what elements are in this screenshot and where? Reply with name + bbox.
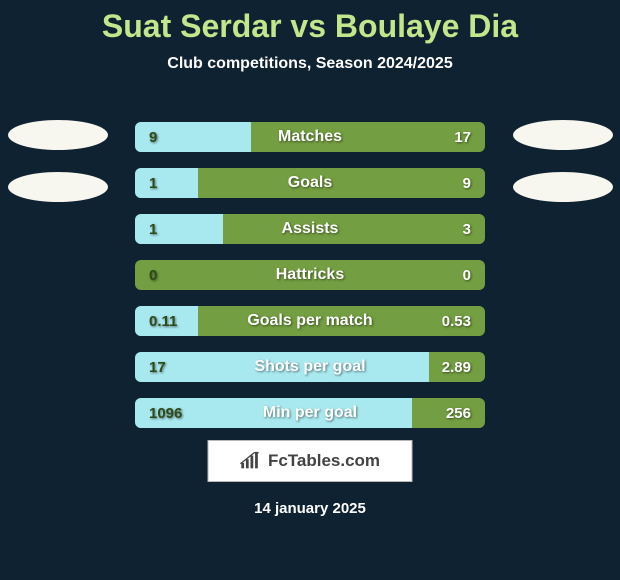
left-player-badges — [5, 120, 110, 202]
player-badge-oval — [8, 120, 108, 150]
player-badge-oval — [8, 172, 108, 202]
stat-value-right: 3 — [463, 214, 471, 244]
stat-value-left: 1 — [149, 214, 157, 244]
stat-bar: Goals1 9 — [135, 168, 485, 198]
chart-icon — [240, 451, 262, 471]
stat-value-left: 9 — [149, 122, 157, 152]
stat-value-right: 2.89 — [442, 352, 471, 382]
stat-label: Matches — [135, 122, 485, 152]
page-title: Suat Serdar vs Boulaye Dia — [0, 0, 620, 45]
stat-label: Min per goal — [135, 398, 485, 428]
stat-value-right: 0.53 — [442, 306, 471, 336]
stat-value-right: 9 — [463, 168, 471, 198]
stat-value-right: 256 — [446, 398, 471, 428]
comparison-infographic: Suat Serdar vs Boulaye Dia Club competit… — [0, 0, 620, 580]
right-player-badges — [510, 120, 615, 202]
stat-value-left: 1 — [149, 168, 157, 198]
stat-label: Shots per goal — [135, 352, 485, 382]
stat-bar: Hattricks0 0 — [135, 260, 485, 290]
stat-bar: Goals per match0.11 0.53 — [135, 306, 485, 336]
watermark-text: FcTables.com — [268, 451, 380, 471]
stat-bar: Matches9 17 — [135, 122, 485, 152]
stat-bars: Matches917Goals19Assists13Hattricks00Goa… — [135, 122, 485, 428]
stat-value-right: 17 — [454, 122, 471, 152]
stat-value-left: 17 — [149, 352, 166, 382]
stat-label: Goals per match — [135, 306, 485, 336]
stat-value-right: 0 — [463, 260, 471, 290]
stat-bar: Shots per goal17 2.89 — [135, 352, 485, 382]
watermark: FcTables.com — [208, 440, 413, 482]
player-badge-oval — [513, 120, 613, 150]
stat-bar: Min per goal1096 256 — [135, 398, 485, 428]
stat-value-left: 0 — [149, 260, 157, 290]
player-badge-oval — [513, 172, 613, 202]
subtitle: Club competitions, Season 2024/2025 — [0, 55, 620, 73]
stat-value-left: 1096 — [149, 398, 182, 428]
stat-label: Hattricks — [135, 260, 485, 290]
stat-label: Goals — [135, 168, 485, 198]
stat-bar: Assists1 3 — [135, 214, 485, 244]
stat-label: Assists — [135, 214, 485, 244]
date-label: 14 january 2025 — [0, 500, 620, 517]
stat-value-left: 0.11 — [149, 306, 177, 336]
